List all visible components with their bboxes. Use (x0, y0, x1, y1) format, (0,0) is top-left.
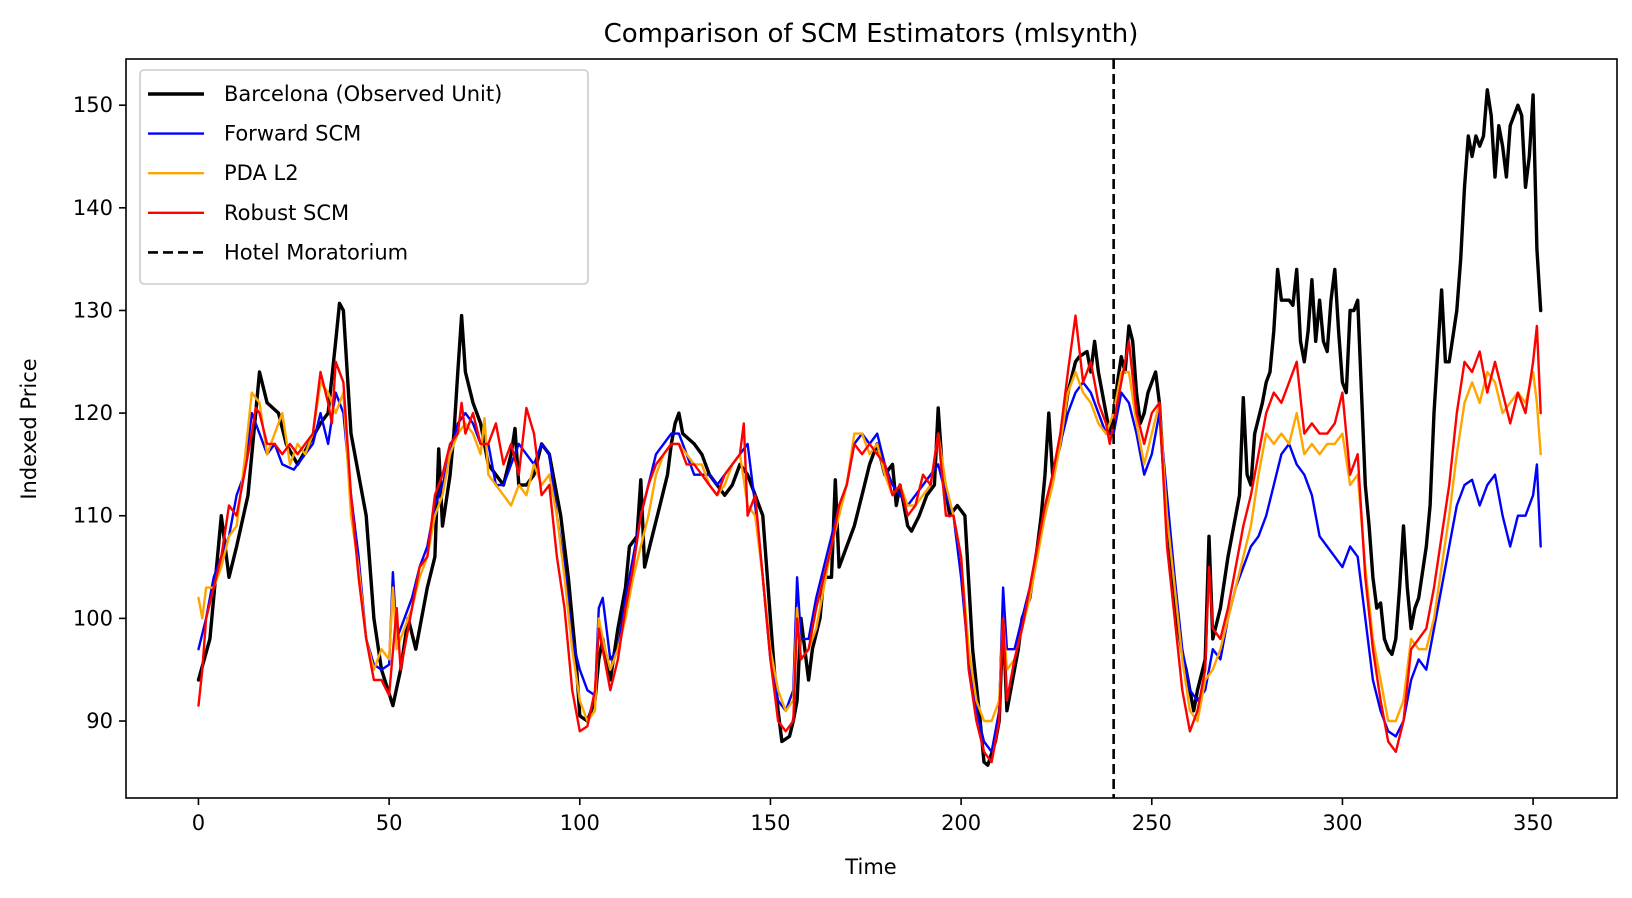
legend-box (139, 69, 589, 285)
axes-frame (125, 58, 1618, 799)
series-line-4 (197, 314, 1542, 764)
plot-lines (196, 88, 1543, 767)
y-tick-label: 120 (73, 401, 113, 425)
y-tick-label: 90 (86, 709, 113, 733)
legend: Barcelona (Observed Unit) Forward SCM PDA … (139, 69, 589, 285)
x-tick-label: 300 (1322, 811, 1362, 835)
y-tick-label: 130 (73, 298, 113, 322)
legend-label-3: PDA L2 (224, 161, 299, 185)
legend-label-1: Barcelona (Observed Unit) (224, 82, 502, 106)
x-tick-label: 350 (1513, 811, 1553, 835)
series-line-1 (196, 88, 1543, 767)
legend-label-2: Forward SCM (224, 122, 361, 146)
x-tick-label: 250 (1132, 811, 1172, 835)
x-tick-label: 0 (192, 811, 205, 835)
x-tick-label: 100 (560, 811, 600, 835)
y-tick-label: 150 (73, 93, 113, 117)
x-tick-label: 200 (941, 811, 981, 835)
y-tick-label: 100 (73, 606, 113, 630)
y-tick-label: 110 (73, 504, 113, 528)
x-axis: 0 50 100 150 200 250 300 350 (192, 798, 1553, 835)
x-tick-label: 50 (376, 811, 403, 835)
y-axis: 90 100 110 120 130 140 150 (73, 93, 126, 733)
y-tick-label: 140 (73, 196, 113, 220)
legend-label-4: Robust SCM (224, 201, 349, 225)
x-axis-title: Time (844, 855, 896, 879)
x-tick-label: 150 (750, 811, 790, 835)
y-axis-title: Indexed Price (17, 358, 41, 499)
chart-title: Comparison of SCM Estimators (mlsynth) (604, 19, 1139, 49)
legend-label-5: Hotel Moratorium (224, 240, 408, 264)
